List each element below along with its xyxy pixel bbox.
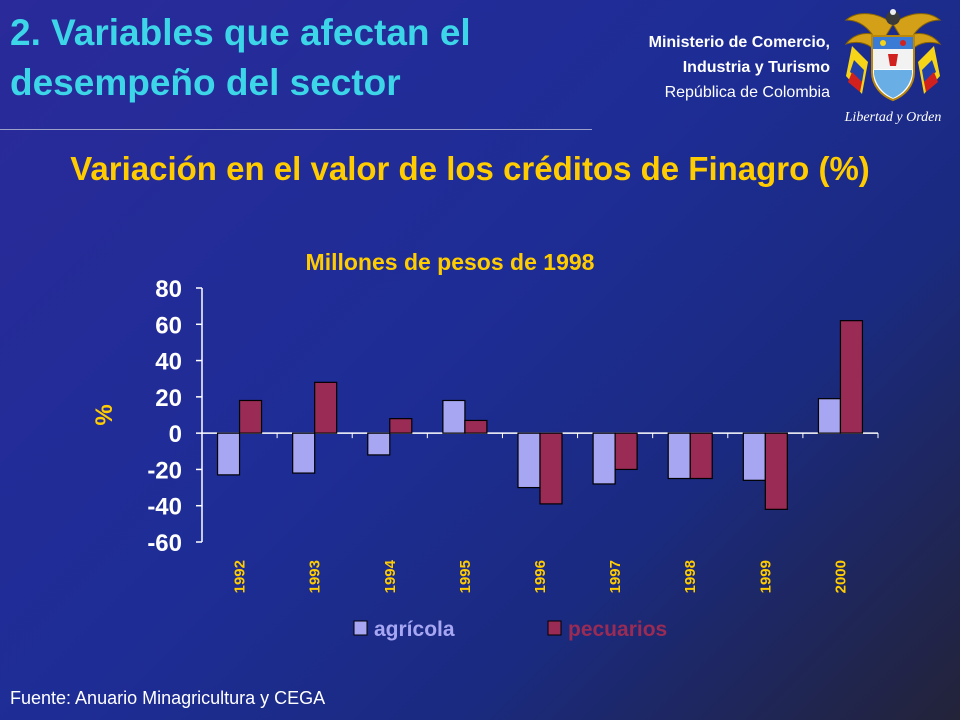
bar-pecuarios — [614, 432, 638, 471]
ministry-line-1: Ministerio de Comercio, — [648, 34, 830, 51]
y-tick-label: -40 — [147, 494, 182, 521]
slide-title: 2. Variables que afectan el desempeño de… — [10, 12, 471, 103]
chart-subtitle: Millones de pesos de 1998 — [305, 249, 595, 275]
legend-swatch-pecuarios — [547, 620, 562, 636]
x-tick-label: 1992 — [232, 560, 249, 593]
bar-pecuarios — [539, 432, 563, 505]
y-tick-label: 40 — [155, 349, 182, 376]
colombia-coat-of-arms-icon: Libertad y Orden — [844, 9, 942, 125]
source-note: Fuente: Anuario Minagricultura y CEGA — [10, 688, 326, 708]
x-tick-label: 1993 — [307, 560, 324, 593]
bar-agricola — [517, 432, 541, 489]
bar-agricola — [216, 432, 241, 476]
bar-pecuarios — [764, 432, 788, 510]
legend-label-agricola: agrícola — [374, 618, 455, 641]
ministry-line-2: Industria y Turismo — [682, 59, 830, 76]
y-tick-label: 20 — [155, 385, 182, 412]
bar-agricola — [442, 399, 466, 434]
bar-agricola — [592, 432, 616, 485]
y-tick-label: 60 — [155, 312, 182, 339]
x-tick-label: 1999 — [757, 560, 774, 593]
bar-pecuarios — [464, 419, 488, 434]
x-tick-label: 1997 — [607, 560, 624, 593]
bar-agricola — [367, 432, 391, 456]
y-tick-label: -20 — [147, 457, 182, 484]
bar-agricola — [817, 398, 842, 434]
title-divider — [0, 129, 592, 130]
x-tick-label: 1996 — [532, 560, 549, 593]
legend-label-pecuarios: pecuarios — [568, 618, 667, 641]
chart-title: Variación en el valor de los créditos de… — [70, 150, 870, 187]
x-tick-label: 1994 — [382, 559, 399, 593]
ministry-block: Ministerio de Comercio, Industria y Turi… — [649, 30, 830, 105]
bar-agricola — [742, 432, 766, 481]
ministry-line-3: República de Colombia — [664, 84, 830, 101]
bar-pecuarios — [314, 381, 338, 434]
legend-swatch-agricola — [353, 620, 368, 636]
bar-pecuarios — [839, 320, 864, 434]
bar-pecuarios — [389, 418, 413, 434]
bar-agricola — [667, 432, 691, 480]
bar-pecuarios — [689, 432, 713, 480]
y-tick-label: -60 — [147, 530, 182, 557]
y-tick-label: 80 — [155, 276, 182, 303]
x-tick-label: 2000 — [832, 560, 849, 593]
x-tick-label: 1995 — [457, 560, 474, 593]
y-tick-label: 0 — [169, 421, 182, 448]
x-tick-label: 1998 — [682, 560, 699, 593]
emblem-motto: Libertad y Orden — [844, 110, 942, 125]
bar-agricola — [292, 432, 316, 474]
y-axis-title: % — [91, 404, 118, 425]
bar-pecuarios — [238, 399, 263, 434]
